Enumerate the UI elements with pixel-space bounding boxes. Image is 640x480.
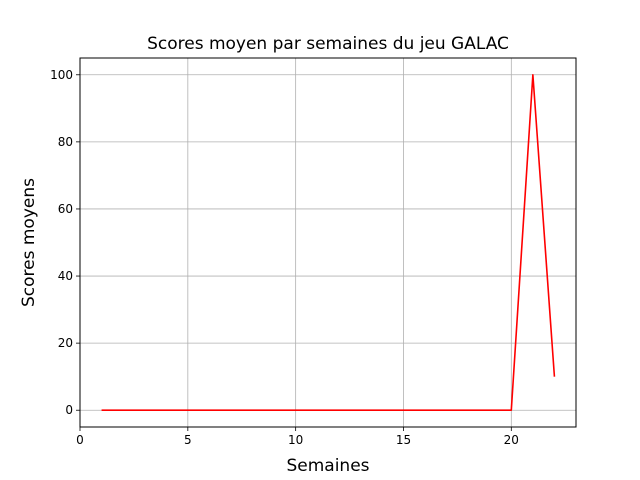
- x-tick-label: 20: [504, 433, 519, 447]
- y-tick-label: 60: [58, 202, 73, 216]
- y-axis-label: Scores moyens: [19, 178, 39, 307]
- series-group: [101, 73, 556, 412]
- x-axis-ticks: 0 5 10 15 20: [76, 427, 519, 447]
- y-tick-label: 20: [58, 336, 73, 350]
- y-tick-label: 80: [58, 135, 73, 149]
- x-tick-label: 10: [288, 433, 303, 447]
- plot-frame: [79, 57, 577, 428]
- y-tick-label: 40: [58, 269, 73, 283]
- x-axis-label: Semaines: [286, 456, 369, 476]
- y-axis-ticks: 0 20 40 60 80 100: [50, 68, 80, 417]
- x-tick-label: 0: [76, 433, 84, 447]
- y-tick-label: 100: [50, 68, 73, 82]
- x-tick-label: 5: [184, 433, 192, 447]
- y-tick-label: 0: [65, 403, 73, 417]
- x-tick-label: 15: [396, 433, 411, 447]
- chart-title: Scores moyen par semaines du jeu GALAC: [147, 34, 509, 54]
- series-line: [101, 73, 556, 412]
- grid-lines: [79, 58, 576, 427]
